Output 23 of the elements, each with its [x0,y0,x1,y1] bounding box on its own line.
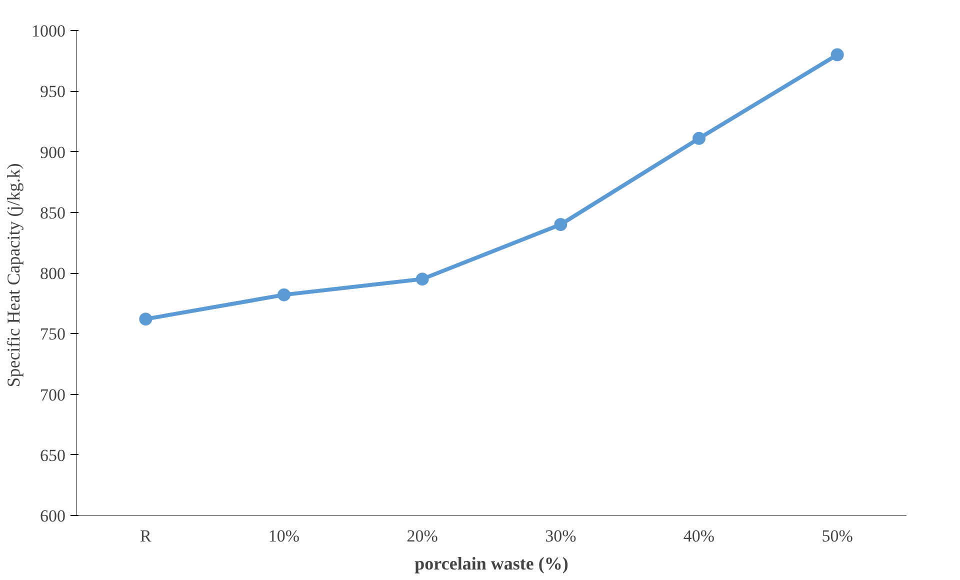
x-tick-label: R [140,526,152,546]
point [830,48,844,62]
x-tick-label: 20% [406,526,438,546]
y-tick-label: 850 [40,203,66,222]
y-tick-label: 900 [40,142,66,162]
point [278,288,290,302]
point [692,132,706,145]
y-tick-label: 950 [40,82,66,102]
y-tick-label: 750 [40,324,66,344]
y-axis-title: Specific Heat Capacity (j/kg.k) [4,163,24,388]
x-tick-label: 50% [822,526,853,546]
y-tick-label: 1000 [32,22,66,40]
y-tick-label: 650 [40,446,66,465]
point [416,272,429,286]
y-tick-label: 600 [40,506,66,526]
y-tick-label: 800 [40,264,66,283]
x-tick-label: 30% [545,526,576,546]
x-axis-title: porcelain waste (%) [414,554,568,574]
x-tick-label: 40% [683,526,715,546]
y-tick-label: 700 [40,385,66,404]
x-tick-label: 10% [268,526,300,546]
point [554,218,568,231]
point [139,312,152,326]
